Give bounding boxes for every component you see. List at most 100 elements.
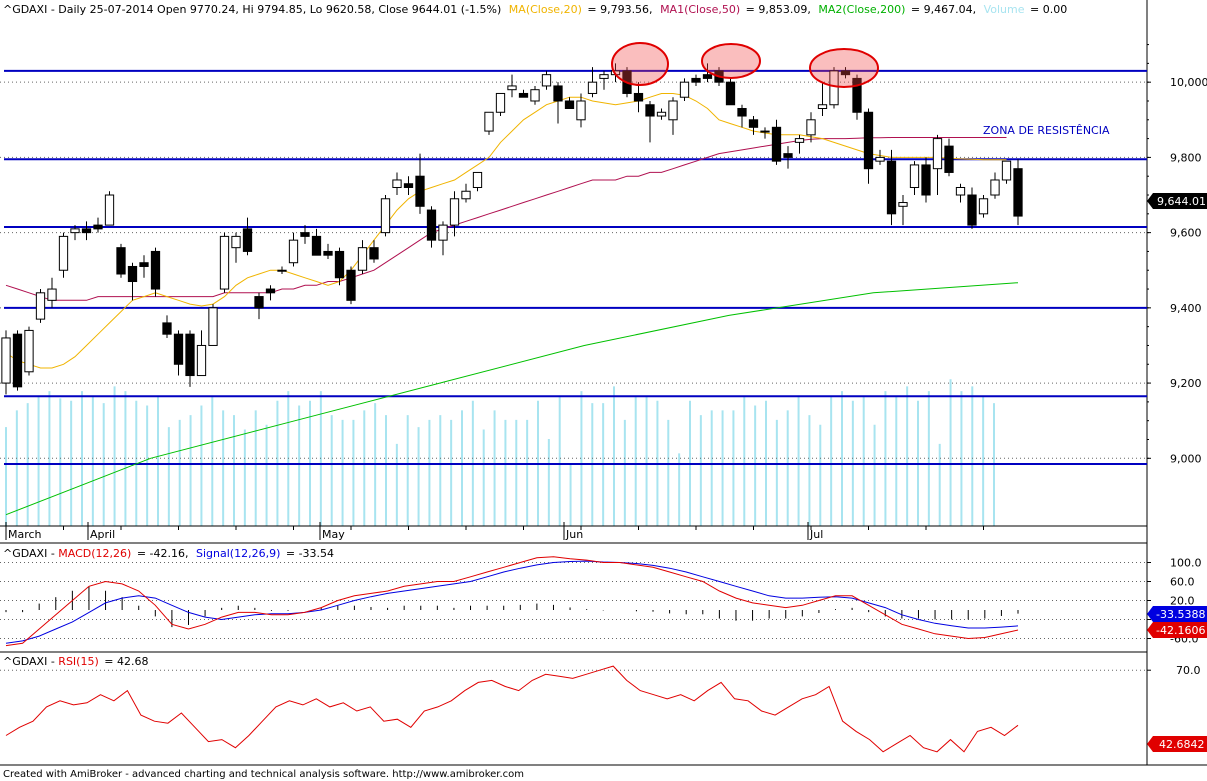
- ma200-value: = 9,467.04,: [911, 3, 976, 16]
- candle-up: [288, 239, 299, 264]
- signal-tag: -33.5388: [1147, 606, 1207, 622]
- footer-credit: Created with AmiBroker - advanced charti…: [3, 769, 524, 780]
- candle-down: [12, 333, 23, 388]
- price-axis-label: 9,200: [1170, 377, 1202, 390]
- candle-up: [760, 130, 770, 133]
- candle-down: [967, 194, 977, 226]
- time-axis-label: Jul: [809, 528, 823, 541]
- candle-down: [691, 77, 701, 83]
- candle-up: [231, 235, 241, 249]
- rsi-tag-text: 42.6842: [1159, 738, 1205, 751]
- candle-up: [1, 337, 11, 384]
- candle-up: [438, 224, 448, 241]
- candle-down: [633, 92, 644, 102]
- macd-title-prefix: ^GDAXI -: [3, 547, 58, 560]
- candle-up: [829, 70, 839, 106]
- candle-up: [449, 198, 460, 226]
- top-marker-ellipse: [809, 48, 879, 88]
- signal-value: = -33.54: [286, 547, 334, 560]
- macd-tag-text: -42.1606: [1156, 624, 1205, 637]
- candle-down: [852, 77, 862, 113]
- time-axis-label: March: [8, 528, 42, 541]
- candle-up: [380, 198, 391, 234]
- price-axis-label: 9,000: [1170, 452, 1202, 465]
- candle-up: [58, 235, 69, 271]
- macd-title: ^GDAXI - MACD(12,26) = -42.16, Signal(12…: [3, 547, 334, 560]
- candle-down: [426, 209, 437, 241]
- candle-down: [139, 262, 149, 267]
- candle-down: [645, 104, 655, 117]
- candle-down: [840, 70, 851, 76]
- ma200-label: MA2(Close,200): [818, 3, 905, 16]
- candle-up: [484, 111, 494, 132]
- candle-down: [553, 85, 563, 102]
- candle-down: [518, 92, 529, 98]
- candle-down: [173, 333, 184, 365]
- candle-up: [357, 247, 368, 271]
- macd-tag: -42.1606: [1147, 622, 1207, 638]
- candle-up: [1001, 160, 1012, 181]
- ma20-label: MA(Close,20): [509, 3, 582, 16]
- price-axis-label: 9,400: [1170, 302, 1202, 315]
- rsi-title-prefix: ^GDAXI -: [3, 655, 58, 668]
- resistance-annotation: ZONA DE RESISTÊNCIA: [983, 124, 1110, 137]
- candle-down: [783, 153, 793, 158]
- candle-down: [300, 232, 310, 237]
- price-axis-label: 9,800: [1170, 151, 1202, 164]
- candle-down: [346, 269, 356, 301]
- candle-up: [806, 119, 816, 136]
- time-axis-label: Jun: [565, 528, 583, 541]
- candle-down: [725, 81, 736, 106]
- candle-down: [162, 322, 172, 335]
- candle-up: [541, 74, 552, 87]
- candle-down: [415, 175, 425, 207]
- candle-down: [737, 108, 747, 117]
- candle-up: [955, 186, 966, 196]
- candle-up: [196, 344, 207, 377]
- rsi-tag: 42.6842: [1147, 736, 1207, 752]
- candle-up: [495, 92, 506, 113]
- candle-down: [921, 164, 931, 196]
- rsi-axis-label: 70.0: [1176, 664, 1201, 677]
- ma50-value: = 9,853.09,: [746, 3, 811, 16]
- support-resistance-lines: [4, 69, 1147, 465]
- candle-up: [472, 171, 483, 188]
- candle-up: [990, 179, 1000, 196]
- header-info: ^GDAXI - Daily 25-07-2014 Open 9770.24, …: [3, 3, 501, 16]
- candle-down: [81, 228, 92, 234]
- candle-down: [323, 250, 333, 256]
- candle-down: [93, 224, 103, 230]
- candle-down: [150, 250, 161, 290]
- ma200-line: [5, 282, 1019, 516]
- candle-up: [978, 198, 989, 215]
- macd-axis-label: 20.0: [1170, 595, 1195, 608]
- volume-value: = 0.00: [1030, 3, 1067, 16]
- candle-up: [47, 288, 57, 301]
- ma20-line: [5, 93, 1007, 369]
- header-line: ^GDAXI - Daily 25-07-2014 Open 9770.24, …: [3, 3, 1067, 16]
- candle-down: [127, 265, 138, 283]
- last-price-tag-text: 9,644.01: [1157, 195, 1206, 208]
- candle-up: [932, 138, 943, 170]
- candle-down: [116, 247, 126, 275]
- ma50-label: MA1(Close,50): [660, 3, 740, 16]
- candle-down: [886, 160, 897, 215]
- ma50-line: [5, 137, 1007, 301]
- macd-label: MACD(12,26): [58, 547, 131, 560]
- signal-label: Signal(12,26,9): [196, 547, 280, 560]
- candle-down: [254, 296, 264, 309]
- candle-up: [70, 228, 80, 234]
- candle-up: [507, 85, 517, 91]
- candle-down: [369, 247, 379, 260]
- candle-up: [35, 292, 46, 320]
- signal-tag-text: -33.5388: [1156, 608, 1205, 621]
- candle-down: [863, 111, 874, 170]
- candle-up: [599, 74, 609, 79]
- price-axis: 10,000 9,800 9,600 9,400 9,200 9,000: [1147, 44, 1207, 465]
- top-marker-ellipse: [701, 43, 761, 79]
- time-axis-label: May: [322, 528, 345, 541]
- rsi-label: RSI(15): [58, 655, 98, 668]
- ma20-value: = 9,793.56,: [587, 3, 652, 16]
